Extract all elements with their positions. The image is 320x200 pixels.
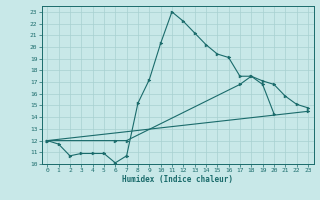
X-axis label: Humidex (Indice chaleur): Humidex (Indice chaleur) [122,175,233,184]
